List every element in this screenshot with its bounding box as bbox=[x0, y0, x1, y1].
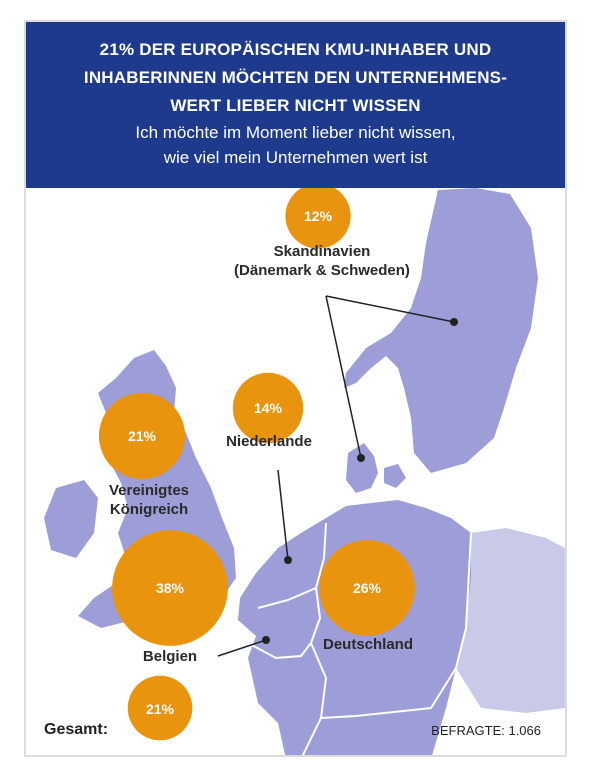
bubble-vereinigtes-koenigreich bbox=[98, 392, 186, 480]
leader-line-belgien bbox=[217, 639, 267, 657]
value-deutschland: 26% bbox=[352, 580, 382, 596]
bubble-gesamt bbox=[127, 675, 193, 741]
label-niederlande: Niederlande bbox=[209, 432, 329, 451]
label-deutschland: Deutschland bbox=[308, 635, 428, 654]
label-skandinavien-line-1: Skandinavien bbox=[273, 243, 371, 260]
marker-sweden bbox=[450, 318, 458, 326]
label-vk-line-2: Königreich bbox=[109, 501, 189, 518]
leader-line-scandinavia-denmark bbox=[325, 295, 362, 459]
leader-line-niederlande bbox=[277, 469, 289, 561]
headline: 21% DER EUROPÄISCHEN KMU-INHABER UND INH… bbox=[36, 36, 555, 120]
value-gesamt: 21% bbox=[145, 701, 175, 717]
value-belgien: 38% bbox=[155, 580, 185, 596]
subheadline: Ich möchte im Moment lieber nicht wissen… bbox=[36, 120, 555, 170]
bubble-skandinavien bbox=[285, 188, 351, 249]
header-banner: 21% DER EUROPÄISCHEN KMU-INHABER UND INH… bbox=[26, 22, 565, 188]
land-danish-islands bbox=[384, 464, 406, 488]
value-niederlande: 14% bbox=[253, 400, 283, 416]
bubble-niederlande bbox=[232, 372, 304, 444]
label-skandinavien: Skandinavien (Dänemark & Schweden) bbox=[212, 242, 432, 280]
label-vereinigtes-koenigreich: Vereinigtes Königreich bbox=[94, 481, 204, 519]
label-vk-line-1: Vereinigtes bbox=[108, 482, 190, 499]
headline-line-1: 21% DER EUROPÄISCHEN KMU-INHABER UND bbox=[99, 40, 492, 59]
bubble-belgien bbox=[112, 530, 228, 646]
border-de-pl bbox=[455, 532, 472, 669]
subheadline-line-2: wie viel mein Unternehmen wert ist bbox=[163, 148, 428, 167]
value-vereinigtes-koenigreich: 21% bbox=[127, 428, 157, 444]
land-east bbox=[456, 528, 565, 713]
label-skandinavien-line-2: (Dänemark & Schweden) bbox=[234, 262, 410, 279]
infographic-frame: 21% DER EUROPÄISCHEN KMU-INHABER UND INH… bbox=[24, 20, 567, 757]
headline-line-2: INHABERINNEN MÖCHTEN DEN UNTERNEHMENS- bbox=[83, 68, 508, 87]
border-be-nl bbox=[257, 587, 317, 609]
label-belgien: Belgien bbox=[130, 647, 210, 666]
label-belgien-line-1: Belgien bbox=[142, 648, 198, 665]
land-scandinavia bbox=[344, 188, 538, 473]
marker-denmark bbox=[357, 454, 365, 462]
marker-belgien bbox=[262, 636, 270, 644]
map-canvas bbox=[44, 188, 565, 755]
label-niederlande-line-1: Niederlande bbox=[226, 433, 312, 450]
total-label: Gesamt: bbox=[44, 721, 109, 738]
label-deutschland-line-1: Deutschland bbox=[322, 636, 413, 653]
land-denmark bbox=[346, 443, 378, 493]
headline-line-3: WERT LIEBER NICHT WISSEN bbox=[170, 96, 421, 115]
border-be-fr bbox=[247, 642, 312, 660]
respondents-count: BEFRAGTE: 1.066 bbox=[431, 723, 541, 738]
marker-niederlande bbox=[284, 556, 292, 564]
land-ireland bbox=[44, 480, 98, 558]
border-de-fr bbox=[301, 642, 328, 755]
subheadline-line-1: Ich möchte im Moment lieber nicht wissen… bbox=[135, 123, 456, 142]
border-de-at bbox=[320, 667, 457, 719]
leader-line-scandinavia-sweden bbox=[325, 295, 455, 323]
bubble-deutschland bbox=[319, 540, 415, 636]
value-skandinavien: 12% bbox=[303, 208, 333, 224]
